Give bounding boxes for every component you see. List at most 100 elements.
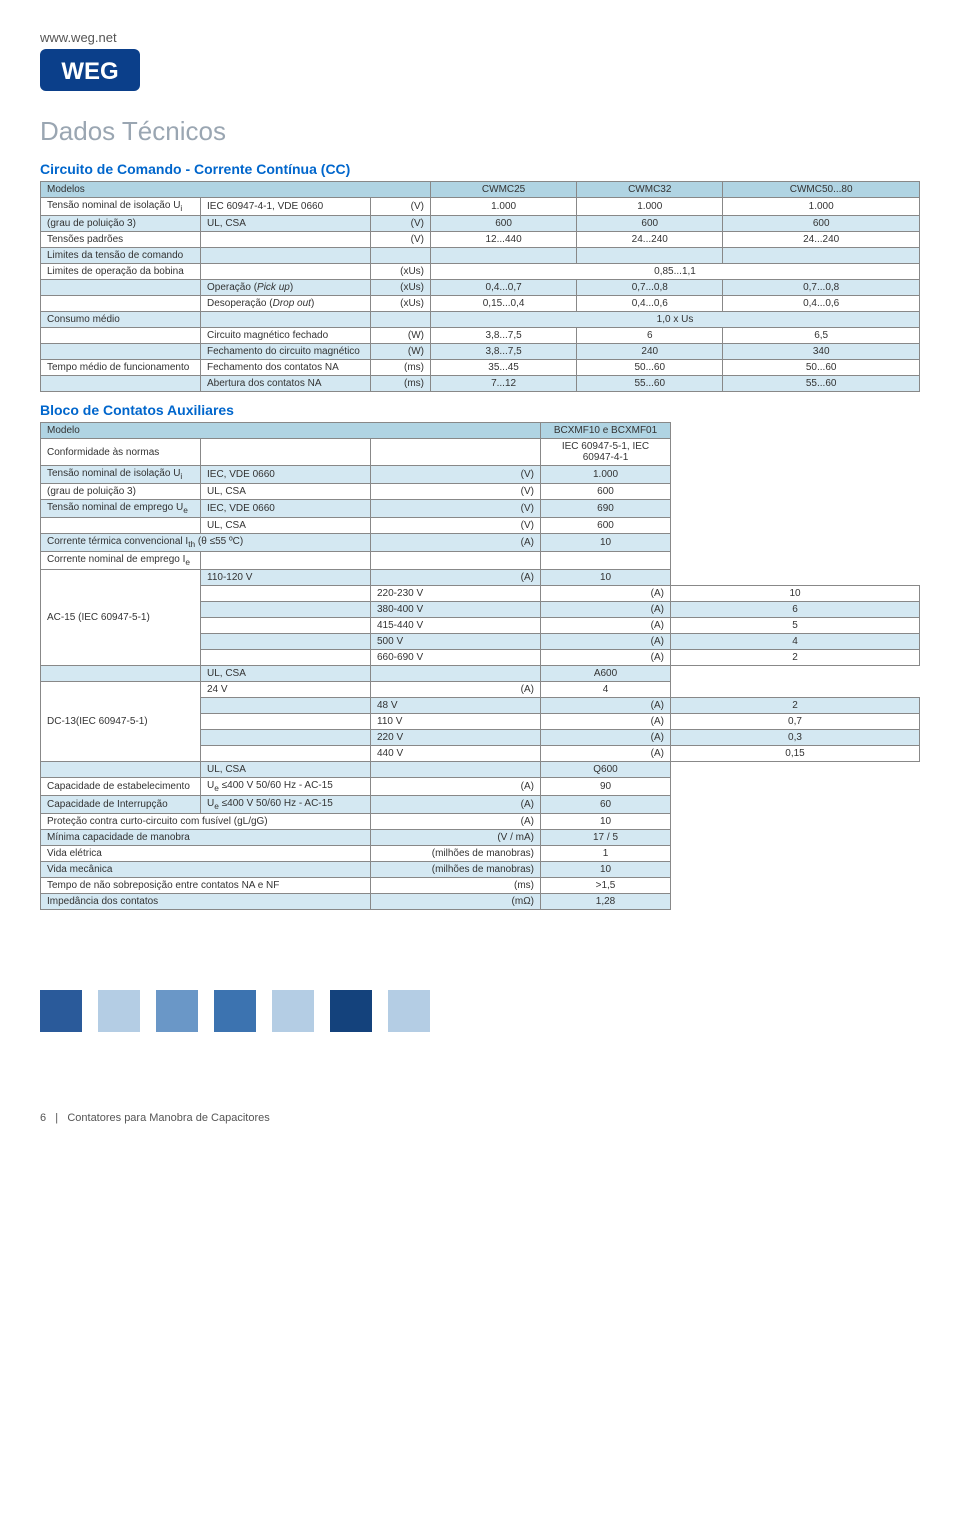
table-header: CWMC32 [577,182,723,198]
row-label: Capacidade de estabelecimento [41,778,201,796]
row-unit: (A) [371,534,541,552]
weg-logo: WEG [40,49,140,96]
table-header: CWMC50...80 [723,182,920,198]
row-unit: (A) [541,730,671,746]
row-label [41,328,201,344]
row-unit: (A) [541,618,671,634]
row-value: 0,7...0,8 [577,280,723,296]
color-square [214,990,256,1032]
row-value: 55...60 [577,376,723,392]
row-unit: (W) [371,328,431,344]
row-unit: (milhões de manobras) [371,862,541,878]
row-label [41,376,201,392]
row-label [201,746,371,762]
row-value: 1.000 [541,466,671,484]
row-label [41,280,201,296]
row-value [541,552,671,570]
row-sublabel: IEC 60947-4-1, VDE 0660 [201,198,371,216]
row-label [201,586,371,602]
row-unit [371,666,541,682]
row-label [201,730,371,746]
row-unit: (A) [541,698,671,714]
svg-text:WEG: WEG [61,58,118,85]
row-label: Mínima capacidade de manobra [41,830,371,846]
table-header: Modelo [41,423,541,439]
row-value: 600 [723,216,920,232]
row-value: 0,15...0,4 [431,296,577,312]
row-value: 10 [541,570,671,586]
row-sublabel: UL, CSA [201,216,371,232]
row-label: Vida mecânica [41,862,371,878]
row-sublabel: Ue ≤400 V 50/60 Hz - AC-15 [201,796,371,814]
row-value: 35...45 [431,360,577,376]
row-sublabel: IEC, VDE 0660 [201,500,371,518]
row-value: 24...240 [723,232,920,248]
row-value: 600 [431,216,577,232]
row-sublabel [201,312,371,328]
row-unit [371,439,541,466]
row-label: (grau de poluição 3) [41,484,201,500]
row-sublabel: UL, CSA [201,762,371,778]
row-value: 1.000 [723,198,920,216]
row-unit: (V) [371,198,431,216]
row-unit: (V) [371,216,431,232]
row-group: AC-15 (IEC 60947-5-1) [41,570,201,666]
color-square [40,990,82,1032]
row-value: 0,85...1,1 [431,264,920,280]
row-unit: (A) [541,650,671,666]
row-sublabel [201,232,371,248]
row-value: 0,7...0,8 [723,280,920,296]
row-sublabel: UL, CSA [201,518,371,534]
row-sublabel: UL, CSA [201,666,371,682]
row-label: Tensão nominal de emprego Ue [41,500,201,518]
row-unit: (W) [371,344,431,360]
footer-color-squares [40,990,920,1032]
row-label [201,698,371,714]
table-bloco-contatos: ModeloBCXMF10 e BCXMF01Conformidade às n… [40,422,920,910]
row-label: Vida elétrica [41,846,371,862]
row-unit: (A) [371,682,541,698]
row-value: 600 [577,216,723,232]
row-unit: (V) [371,518,541,534]
row-label [201,618,371,634]
row-label [41,666,201,682]
row-sublabel: Fechamento dos contatos NA [201,360,371,376]
row-value: 50...60 [577,360,723,376]
header-url: www.weg.net [40,30,920,45]
row-unit [371,248,431,264]
row-value: 12...440 [431,232,577,248]
row-sublabel: Abertura dos contatos NA [201,376,371,392]
row-sublabel: Ue ≤400 V 50/60 Hz - AC-15 [201,778,371,796]
row-value: 0,4...0,6 [723,296,920,312]
row-value: 6 [577,328,723,344]
row-label: Tensões padrões [41,232,201,248]
row-unit: (V) [371,484,541,500]
row-sublabel: 380-400 V [371,602,541,618]
row-value: 0,4...0,6 [577,296,723,312]
row-sublabel: 48 V [371,698,541,714]
row-value: 0,7 [671,714,920,730]
row-group: DC-13(IEC 60947-5-1) [41,682,201,762]
row-unit: (A) [541,714,671,730]
row-label: Proteção contra curto-circuito com fusív… [41,814,371,830]
row-unit: (A) [371,796,541,814]
row-label: Conformidade às normas [41,439,201,466]
row-value: 3,8...7,5 [431,344,577,360]
row-value: 2 [671,650,920,666]
row-label [201,634,371,650]
row-sublabel [201,264,371,280]
row-sublabel [201,248,371,264]
row-value: 17 / 5 [541,830,671,846]
row-value: 1,0 x Us [431,312,920,328]
row-unit: (A) [541,746,671,762]
table1-title: Circuito de Comando - Corrente Contínua … [40,161,920,177]
row-unit: (A) [541,634,671,650]
row-label: Limites de operação da bobina [41,264,201,280]
row-unit: (V / mA) [371,830,541,846]
row-unit: (mΩ) [371,894,541,910]
color-square [330,990,372,1032]
row-label [201,714,371,730]
row-sublabel: 220 V [371,730,541,746]
row-value: A600 [541,666,671,682]
row-value: 3,8...7,5 [431,328,577,344]
